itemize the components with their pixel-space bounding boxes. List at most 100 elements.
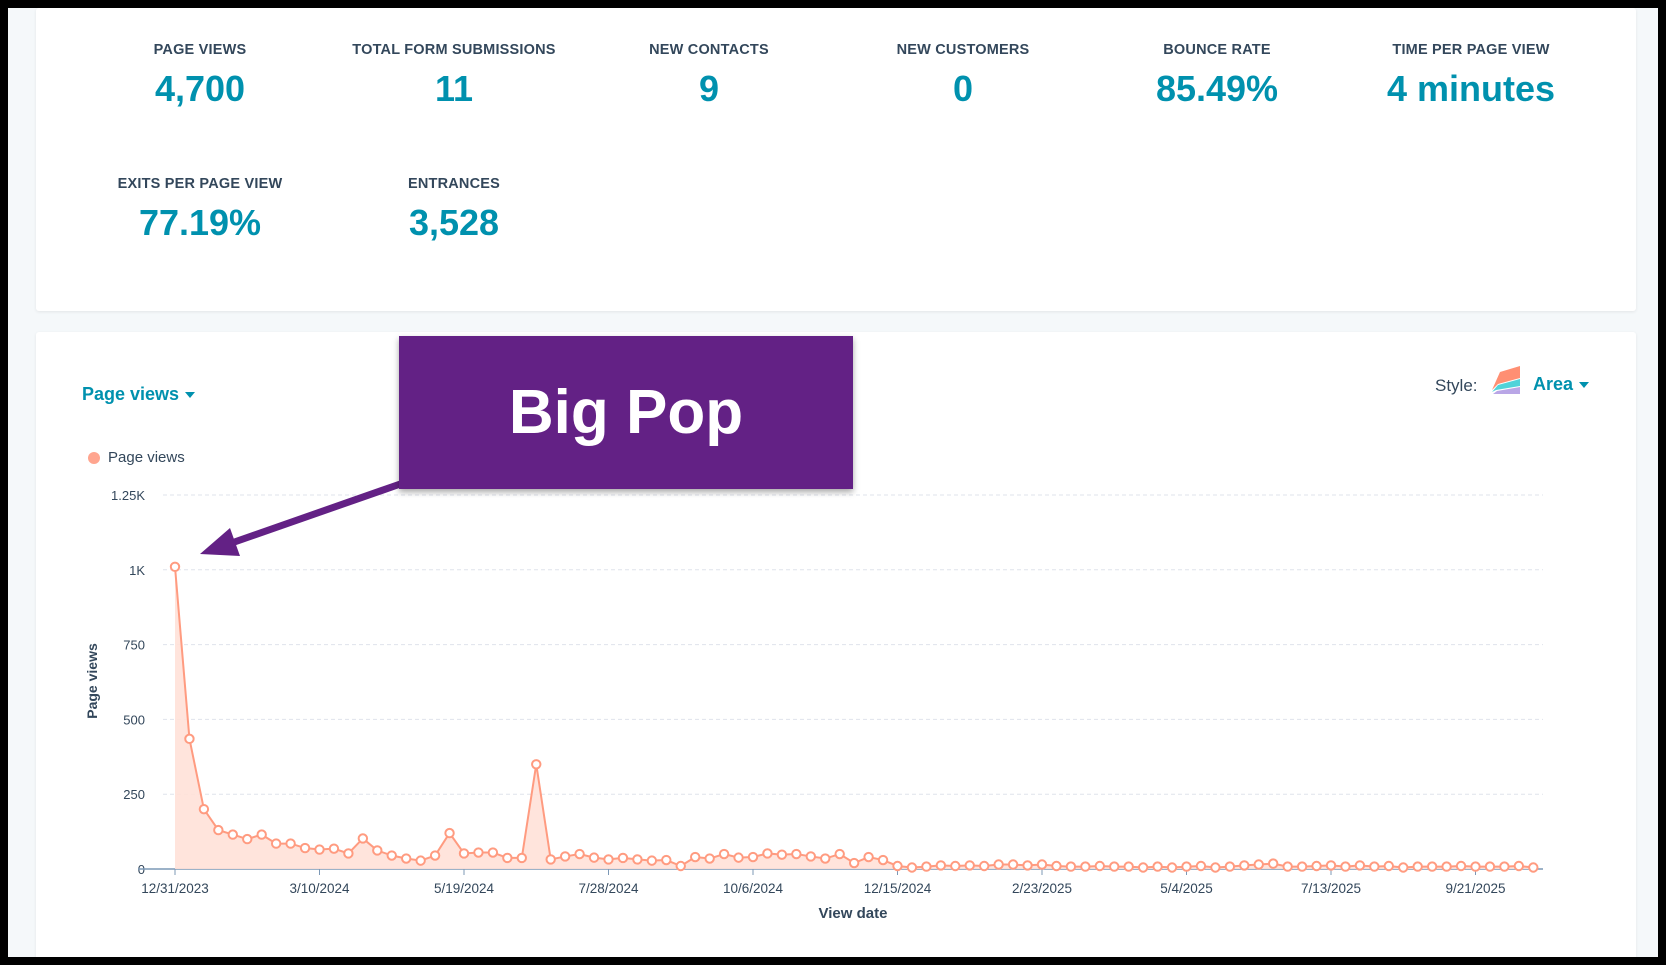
data-point [227, 829, 239, 840]
data-point [993, 859, 1004, 870]
metric-label: NEW CONTACTS [649, 42, 769, 58]
y-tick-label: 250 [123, 787, 145, 802]
callout-text: Big Pop [508, 378, 744, 447]
metric-new-customers: NEW CUSTOMERS 0 [843, 42, 1083, 110]
metric-entrances: ENTRANCES 3,528 [334, 176, 574, 244]
x-tick-label: 3/10/2024 [289, 881, 350, 896]
metric-label: TIME PER PAGE VIEW [1392, 42, 1550, 58]
metric-dropdown-label: Page views [82, 384, 180, 404]
data-point [1455, 860, 1467, 872]
data-point [242, 833, 253, 845]
data-point [1325, 860, 1337, 871]
x-tick-label: 7/13/2025 [1301, 881, 1361, 896]
data-point [169, 561, 181, 573]
data-point [184, 733, 195, 745]
metric-value: 4,700 [154, 68, 246, 109]
data-point [863, 851, 874, 863]
data-point [1354, 860, 1366, 871]
data-point [1282, 861, 1293, 872]
data-point [545, 854, 556, 865]
data-point [1398, 862, 1409, 873]
data-point [473, 847, 484, 858]
data-point [834, 848, 845, 860]
data-point [1152, 861, 1163, 872]
legend-item[interactable]: Page views [88, 449, 185, 466]
data-point [1426, 861, 1438, 872]
data-point [1513, 860, 1525, 872]
caret-down-icon [185, 392, 196, 399]
metric-value: 9 [698, 68, 720, 109]
y-axis-title: Page views [84, 643, 100, 719]
metrics-card: PAGE VIEWS 4,700 TOTAL FORM SUBMISSIONS 11 N… [36, 8, 1636, 311]
metric-value: 0 [952, 68, 974, 109]
metric-new-contacts: NEW CONTACTS 9 [589, 42, 829, 110]
style-label: Style: [1435, 376, 1478, 395]
data-point [1080, 861, 1091, 872]
data-point [1383, 860, 1395, 872]
data-point [1123, 861, 1134, 872]
metric-label: TOTAL FORM SUBMISSIONS [352, 42, 556, 58]
metric-label: ENTRANCES [407, 176, 501, 192]
data-point [1195, 860, 1207, 872]
metric-value: 3,528 [408, 202, 500, 243]
data-point [588, 852, 600, 863]
data-point [531, 759, 542, 770]
data-point [632, 854, 643, 865]
data-point [762, 848, 773, 859]
arrowhead-icon [200, 528, 240, 556]
x-tick-label: 7/28/2024 [578, 881, 639, 896]
metric-value: 85.49% [1155, 68, 1279, 109]
data-point [1340, 861, 1351, 872]
data-point [372, 845, 383, 856]
x-tick-label: 9/21/2025 [1445, 881, 1505, 896]
data-point [1499, 861, 1510, 872]
data-point [1268, 858, 1279, 869]
data-point [270, 838, 282, 849]
data-point [1224, 861, 1236, 872]
data-point [502, 852, 513, 864]
data-point [328, 843, 340, 854]
data-point [256, 829, 267, 840]
data-point [661, 854, 672, 866]
data-point [1441, 861, 1452, 872]
data-point [1369, 861, 1380, 872]
data-point [1007, 859, 1019, 870]
data-point [415, 855, 426, 866]
data-point [1181, 861, 1192, 872]
data-point [690, 851, 701, 863]
data-point [935, 860, 947, 871]
metric-label: PAGE VIEWS [153, 42, 247, 58]
metric-label: BOUNCE RATE [1163, 42, 1271, 58]
data-point [357, 833, 369, 844]
data-point [617, 852, 629, 864]
data-point [1051, 860, 1062, 872]
area-fill [175, 566, 1534, 869]
data-point [487, 847, 499, 858]
data-point [1137, 862, 1149, 873]
data-point [444, 827, 455, 839]
data-point [429, 850, 441, 861]
style-dropdown[interactable]: Area [1533, 374, 1590, 395]
data-point [1109, 861, 1120, 872]
metric-value: 4 minutes [1386, 68, 1556, 109]
metric-dropdown[interactable]: Page views [82, 384, 196, 405]
data-point [733, 852, 744, 863]
data-point [964, 860, 975, 871]
data-point [1412, 861, 1423, 872]
data-point [675, 860, 686, 872]
metric-value: 77.19% [138, 202, 262, 243]
data-point [198, 803, 210, 815]
data-point [747, 851, 759, 863]
x-axis-title: View date [819, 905, 888, 922]
data-point [343, 848, 354, 859]
data-point [285, 838, 296, 849]
data-point [1528, 862, 1539, 873]
x-tick-label: 12/31/2023 [141, 881, 209, 896]
data-point [1253, 859, 1264, 870]
callout-box: Big Pop [399, 336, 853, 489]
page-views-chart: 02505007501K1.25K12/31/20233/10/20245/19… [84, 478, 1543, 922]
data-point [213, 824, 224, 836]
data-point [386, 850, 397, 861]
data-point [1470, 861, 1481, 872]
data-point [574, 848, 585, 860]
